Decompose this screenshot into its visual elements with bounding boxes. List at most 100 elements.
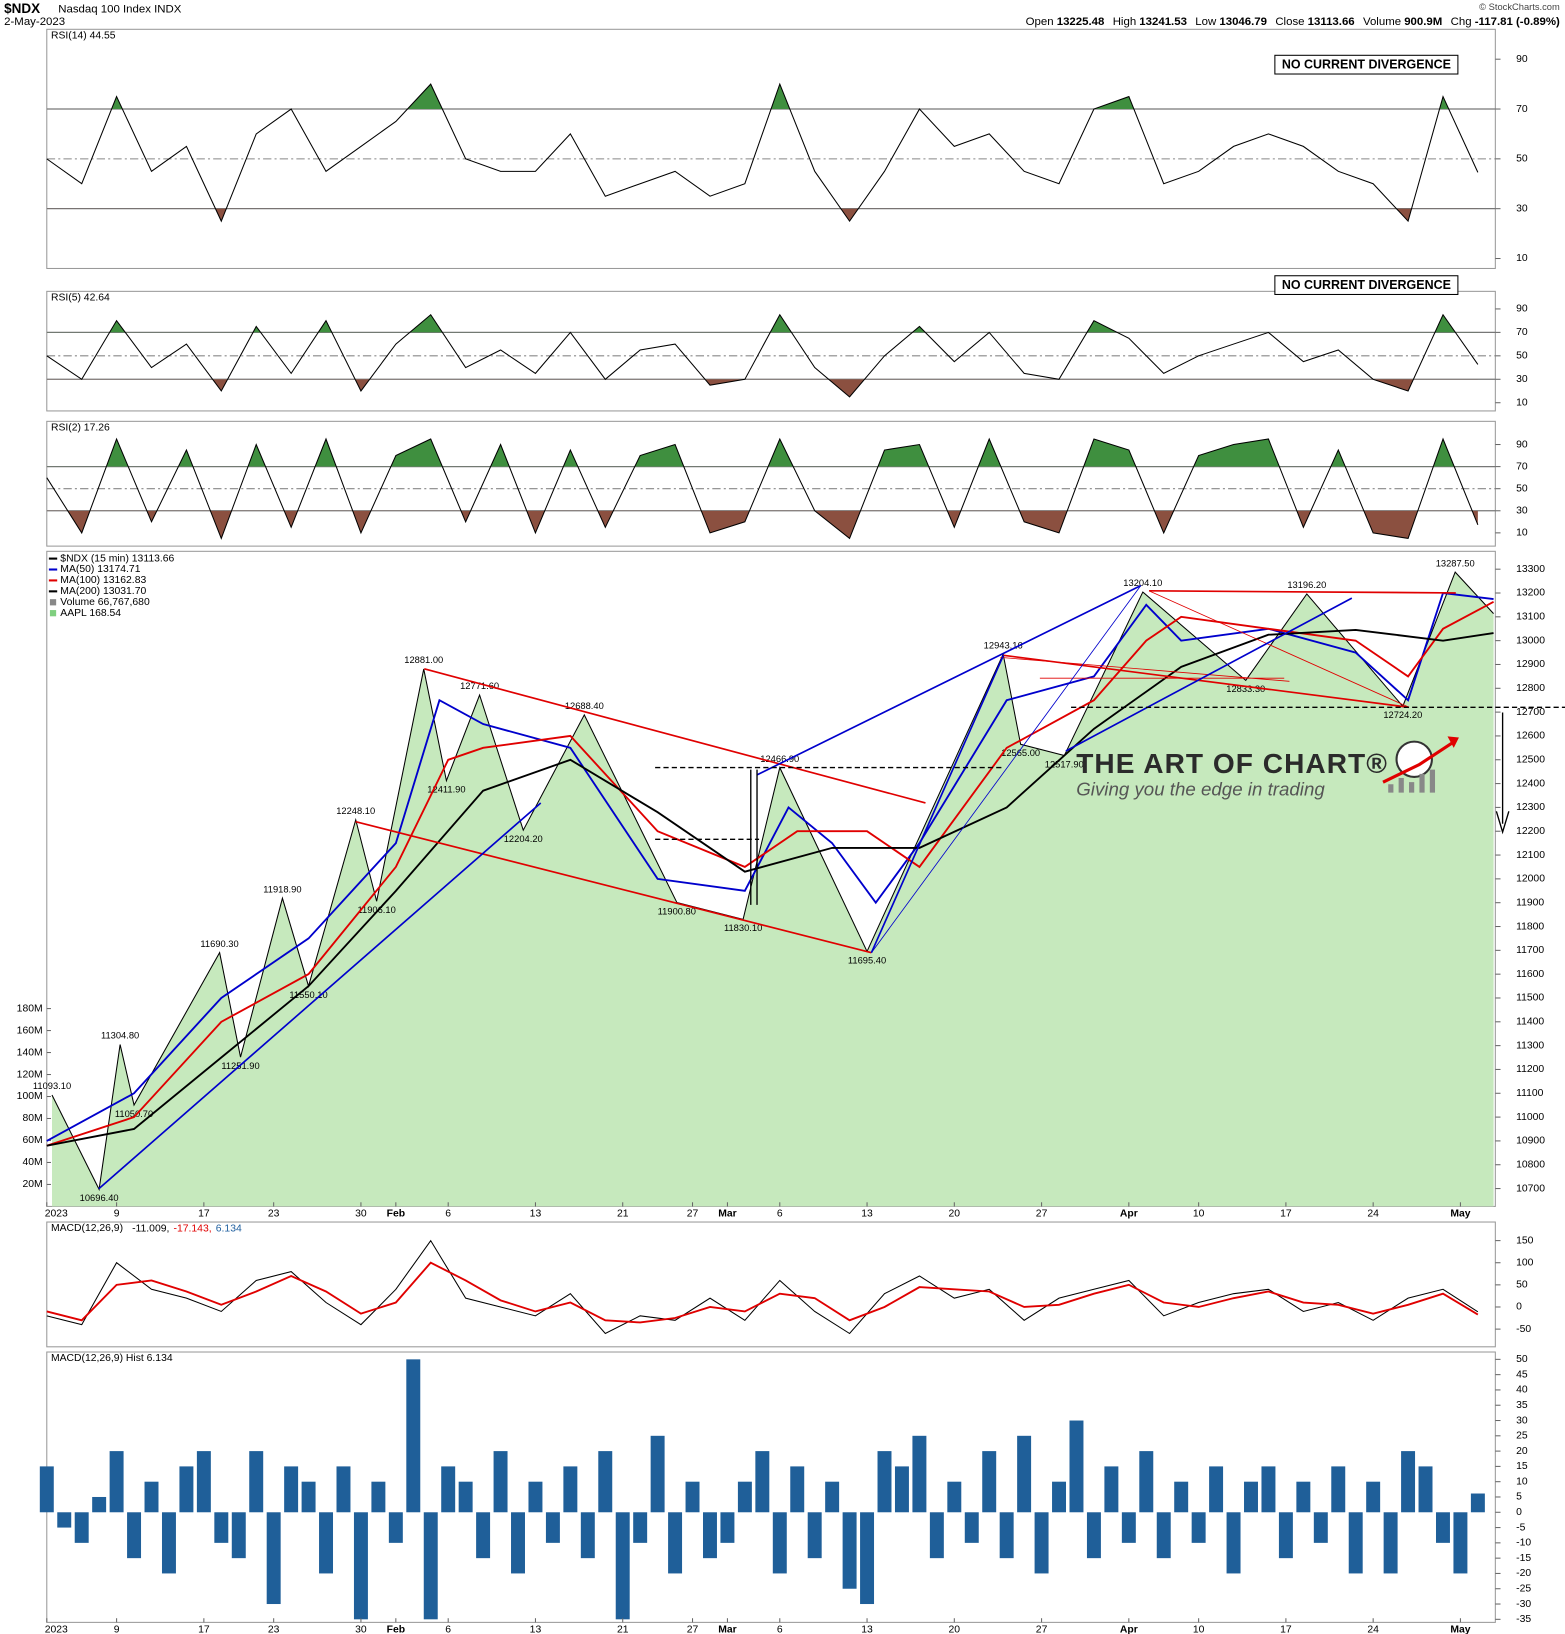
y-tick-label: 100 [1516,1257,1534,1268]
bar [737,1481,752,1513]
price-label: 10696.40 [80,1193,119,1203]
x-tick-label: 24 [1367,1208,1379,1219]
x-tick-label: Mar [718,1208,736,1219]
x-tick-label: 13 [530,1624,542,1634]
y-tick-label: -15 [1516,1553,1531,1564]
x-tick-label: 21 [617,1208,629,1219]
bar [1017,1435,1032,1513]
line [46,601,1495,1147]
y-tick-label: -20 [1516,1568,1531,1579]
y-tick-label: 30 [1516,1415,1528,1426]
y-tick-label: 50 [1516,154,1528,165]
bar [109,1451,124,1513]
line [46,313,1479,398]
bar [1069,1420,1084,1513]
bar [196,1451,211,1513]
y-tick-label: 12000 [1516,874,1545,885]
bar [1313,1512,1328,1543]
price-label: 11918.90 [263,884,301,894]
divergence-note: NO CURRENT DIVERGENCE NO CURRENT DIVERGE… [1274,54,1459,295]
panel-frame [46,1221,1496,1348]
x-tick-label: 27 [1036,1208,1048,1219]
bar [545,1512,560,1543]
y-tick-label: 12100 [1516,850,1545,861]
panel-frame [46,420,1496,547]
panel-frame [46,1351,1496,1623]
y-tick-label: 0 [1516,1302,1522,1313]
price-label: 13287.50 [1436,558,1475,568]
y-tick-label: 90 [1516,439,1528,450]
bar [231,1512,246,1559]
bar [999,1512,1014,1559]
y-tick-label: 50 [1516,483,1528,494]
line [51,571,1494,1192]
line [46,82,1479,223]
y-tick-label: 50 [1516,1280,1528,1291]
x-tick-label: Apr [1120,1208,1138,1219]
panel-title: MACD(12,26,9) Hist 6.134 [51,1353,173,1364]
bar [144,1481,159,1513]
y-tick-label: 150 [1516,1235,1534,1246]
y-tick-label: 30 [1516,506,1528,517]
y-tick-label: 70 [1516,327,1528,338]
bar [825,1481,840,1513]
y-tick-label: -10 [1516,1538,1531,1549]
bar [353,1512,368,1620]
x-tick-label: 2023 [45,1624,68,1634]
price-label: 12411.90 [427,785,465,795]
y-tick-label: 11000 [1516,1112,1544,1123]
price-label: 11906.10 [358,905,396,915]
x-tick-label: 17 [198,1624,210,1634]
bar [1366,1481,1381,1513]
y-tick-label: 11800 [1516,921,1544,932]
y-tick-label: 13100 [1516,612,1545,623]
x-tick-label: 6 [445,1624,451,1634]
price-label: 12881.00 [404,655,443,665]
y-tick-label: 70 [1516,461,1528,472]
bar [563,1466,578,1513]
bar [1331,1466,1346,1513]
y-tick-label: 20 [1516,1446,1528,1457]
panel-title: RSI(14) 44.55 [51,30,116,41]
x-tick-label: 17 [1280,1208,1292,1219]
x-tick-label: 2023 [45,1208,68,1219]
index-name: Nasdaq 100 Index INDX [58,4,182,16]
price-label: 12688.40 [565,701,604,711]
y-tick-label: 50 [1516,1354,1528,1365]
y-tick-label: 11600 [1516,969,1544,980]
bar [39,1466,54,1513]
trend-lines [98,584,1565,1190]
quote-label: Open [1026,16,1054,28]
price-label: 12565.00 [1001,748,1040,758]
bar [371,1481,386,1513]
legend-entry: Volume 66,767,680 [60,597,150,608]
quote-value: 13113.66 [1308,16,1355,28]
bar [528,1481,543,1513]
bar [877,1451,892,1513]
x-tick-label: 23 [268,1208,280,1219]
y-tick-label: 90 [1516,304,1528,315]
quote-value: 900.9M [1404,16,1442,28]
y-tick-label: 12400 [1516,778,1545,789]
bar [964,1512,979,1543]
y-tick-label: 11400 [1516,1017,1544,1028]
bar [650,1435,665,1513]
bar [388,1512,403,1543]
bar [685,1481,700,1513]
price-label: 13204.10 [1123,578,1162,588]
quote-value: 13046.79 [1219,16,1267,28]
watermark: THE ART OF CHART® Giving you the edge in… [1076,736,1459,799]
y-tick-label: 90 [1516,54,1528,65]
logo-bars [1388,769,1436,793]
bar [1261,1466,1276,1513]
legend-swatch [49,599,57,606]
y-tick-label: 12900 [1516,659,1545,670]
bar [580,1512,595,1559]
x-tick-label: Feb [387,1624,405,1634]
y-tick-label: 50 [1516,351,1528,362]
y-tick-label: 11500 [1516,993,1544,1004]
y-tick-label: 12600 [1516,731,1545,742]
logo-arrowhead [1447,736,1459,748]
y-tick-label: 10900 [1516,1136,1545,1147]
bar [441,1466,456,1513]
